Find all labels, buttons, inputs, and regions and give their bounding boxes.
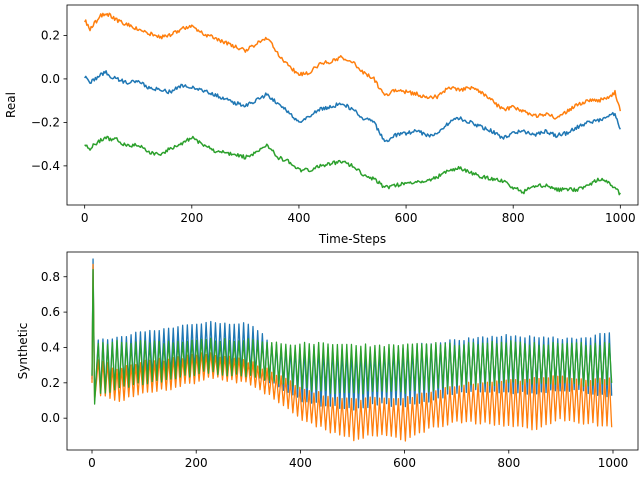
bottom-y-tick-label: 0.0 — [41, 411, 60, 425]
top-series-line-2 — [84, 12, 622, 120]
bottom-x-tick-label: 800 — [497, 456, 520, 470]
top-x-tick-label: 600 — [395, 211, 418, 225]
top-y-tick-label: −0.4 — [31, 159, 60, 173]
bottom-y-tick-label: 0.2 — [41, 376, 60, 390]
top-series-line-3 — [84, 135, 621, 196]
top-y-tick-label: −0.2 — [31, 115, 60, 129]
bottom-series-layer — [91, 258, 613, 442]
bottom-series-line-3 — [91, 269, 613, 405]
top-x-axis-label: Time-Steps — [318, 232, 386, 246]
top-x-tick-label: 400 — [287, 211, 310, 225]
top-series-line-1 — [84, 70, 621, 143]
top-y-tick-label: 0.2 — [41, 28, 60, 42]
bottom-x-tick-label: 600 — [393, 456, 416, 470]
bottom-x-tick-label: 200 — [185, 456, 208, 470]
top-y-axis-label: Real — [4, 92, 18, 118]
bottom-series-line-2 — [91, 263, 613, 442]
top-chart: 0 200 400 600 800 1000 −0.4 −0.2 0.0 0.2 Time-Ste… — [4, 4, 639, 246]
bottom-y-tick-label: 0.4 — [41, 340, 60, 354]
top-x-tick-label: 1000 — [605, 211, 636, 225]
bottom-plot-frame — [66, 251, 639, 451]
bottom-y-axis-label: Synthetic — [16, 323, 30, 380]
top-series-layer — [84, 12, 622, 196]
top-tick-layer: 0 200 400 600 800 1000 −0.4 −0.2 0.0 0.2 — [31, 28, 636, 225]
bottom-x-tick-label: 0 — [88, 456, 96, 470]
top-y-tick-label: 0.0 — [41, 72, 60, 86]
bottom-y-tick-label: 0.6 — [41, 305, 60, 319]
bottom-tick-layer: 0 200 400 600 800 1000 0.0 0.2 0.4 0.6 0.8 — [41, 270, 628, 470]
bottom-chart: 0 200 400 600 800 1000 0.0 0.2 0.4 0.6 0.8 Synthet… — [16, 251, 639, 470]
bottom-x-tick-label: 1000 — [598, 456, 629, 470]
bottom-y-tick-label: 0.8 — [41, 270, 60, 284]
top-x-tick-label: 800 — [502, 211, 525, 225]
top-plot-frame — [66, 4, 639, 206]
top-x-tick-label: 0 — [81, 211, 89, 225]
top-x-tick-label: 200 — [180, 211, 203, 225]
bottom-x-tick-label: 400 — [289, 456, 312, 470]
